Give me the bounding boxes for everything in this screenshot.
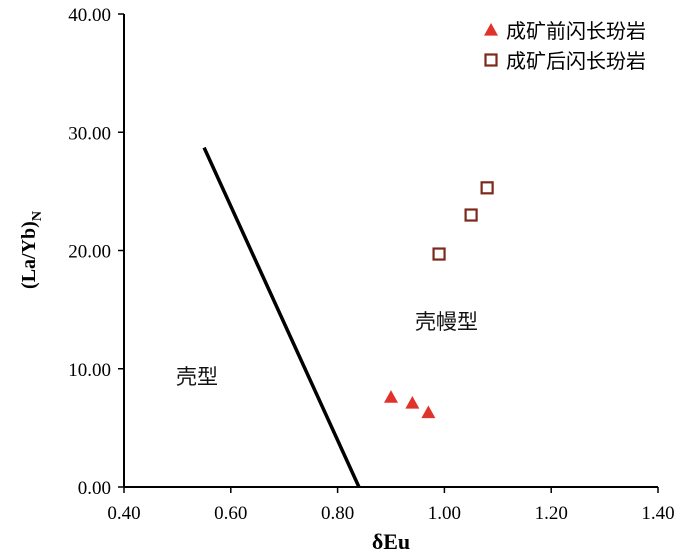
- legend-marker-triangle: [484, 23, 498, 36]
- y-tick-label: 30.00: [68, 123, 111, 144]
- data-point-square: [432, 247, 446, 261]
- boundary-line: [202, 146, 361, 488]
- x-axis-label: δEu: [372, 529, 410, 554]
- x-tick-label: 1.20: [535, 503, 568, 524]
- y-axis-label: (La/Yb)N: [18, 211, 45, 289]
- y-tick-label: 20.00: [68, 242, 111, 263]
- legend-marker-square: [484, 53, 498, 67]
- data-point-triangle: [421, 405, 436, 419]
- data-point-triangle: [384, 390, 398, 403]
- y-tick-label: 10.00: [68, 360, 111, 381]
- data-point-triangle: [405, 396, 420, 409]
- data-point-square: [464, 208, 478, 222]
- tick-labels: 0.40 0.60 0.80 1.00 1.20 1.40 0.00 10.00 20.00 30…: [68, 5, 674, 524]
- region-label-crust-mantle: 壳幔型: [415, 310, 478, 334]
- y-tick-label: 40.00: [68, 5, 111, 26]
- x-tick-label: 1.00: [428, 503, 461, 524]
- y-tick-label: 0.00: [78, 478, 111, 499]
- legend-label: 成矿前闪长玢岩: [506, 19, 646, 43]
- data-points: [384, 181, 494, 419]
- data-point-square: [480, 181, 494, 195]
- x-tick-label: 0.80: [321, 503, 354, 524]
- y-axis-label-text: (La/Yb)N: [18, 211, 45, 289]
- x-tick-label: 0.40: [107, 503, 140, 524]
- x-tick-label: 0.60: [214, 503, 247, 524]
- region-label-crust: 壳型: [176, 365, 218, 389]
- x-axis-label-text: δEu: [372, 529, 410, 554]
- axes: [123, 14, 658, 488]
- boundary-line-group: [202, 146, 361, 488]
- x-tick-label: 1.40: [641, 503, 674, 524]
- legend-label: 成矿后闪长玢岩: [506, 49, 646, 73]
